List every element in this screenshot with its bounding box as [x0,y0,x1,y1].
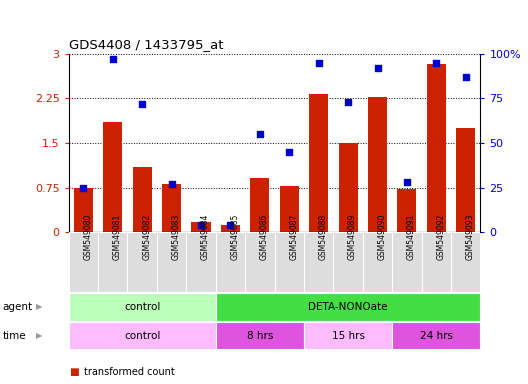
Text: GSM549081: GSM549081 [113,214,122,260]
Point [344,99,352,105]
FancyBboxPatch shape [451,232,480,292]
FancyBboxPatch shape [69,322,216,349]
FancyBboxPatch shape [186,232,216,292]
Text: GSM549087: GSM549087 [289,214,298,260]
Text: ▶: ▶ [36,331,42,340]
Bar [192,222,211,232]
Bar [250,177,269,232]
FancyBboxPatch shape [157,232,186,292]
Text: ■: ■ [69,367,78,377]
Point [197,222,205,228]
FancyBboxPatch shape [127,232,157,292]
FancyBboxPatch shape [216,232,245,292]
Text: GSM549093: GSM549093 [466,214,475,260]
Point [461,74,470,80]
Point [226,222,234,228]
Point [109,56,117,62]
FancyBboxPatch shape [333,232,363,292]
Bar [338,143,357,232]
Text: GSM549085: GSM549085 [230,214,239,260]
Point [403,179,411,185]
FancyBboxPatch shape [275,232,304,292]
FancyBboxPatch shape [304,232,333,292]
FancyBboxPatch shape [216,322,304,349]
Text: GDS4408 / 1433795_at: GDS4408 / 1433795_at [69,38,223,51]
Text: GSM549089: GSM549089 [348,214,357,260]
Point [138,101,146,107]
Text: 24 hrs: 24 hrs [420,331,453,341]
Bar [221,225,240,232]
Bar [427,65,446,232]
Text: GSM549080: GSM549080 [83,214,92,260]
Bar [74,188,93,232]
Text: GSM549083: GSM549083 [172,214,181,260]
FancyBboxPatch shape [98,232,127,292]
Bar [133,167,152,232]
Text: 8 hrs: 8 hrs [247,331,273,341]
Bar [398,189,417,232]
FancyBboxPatch shape [69,293,216,321]
FancyBboxPatch shape [392,322,480,349]
Point [315,60,323,66]
Text: transformed count: transformed count [84,367,175,377]
Point [167,181,176,187]
Text: GSM549091: GSM549091 [407,214,416,260]
FancyBboxPatch shape [392,232,422,292]
Text: GSM549082: GSM549082 [142,214,151,260]
Point [79,185,88,191]
FancyBboxPatch shape [245,232,275,292]
Bar [456,128,475,232]
Text: control: control [124,331,161,341]
FancyBboxPatch shape [422,232,451,292]
FancyBboxPatch shape [304,322,392,349]
Bar [162,184,181,232]
Text: DETA-NONOate: DETA-NONOate [308,302,388,312]
Text: GSM549090: GSM549090 [378,214,386,260]
Text: GSM549092: GSM549092 [436,214,445,260]
Point [373,65,382,71]
Text: 15 hrs: 15 hrs [332,331,365,341]
Text: GSM549086: GSM549086 [260,214,269,260]
Text: control: control [124,302,161,312]
Bar [103,122,122,232]
FancyBboxPatch shape [69,232,98,292]
Text: agent: agent [3,302,33,312]
Point [256,131,264,137]
FancyBboxPatch shape [363,232,392,292]
Text: GSM549084: GSM549084 [201,214,210,260]
Point [432,60,440,66]
Bar [309,94,328,232]
Text: GSM549088: GSM549088 [319,214,328,260]
FancyBboxPatch shape [216,293,480,321]
Text: time: time [3,331,26,341]
Bar [368,97,387,232]
Text: ▶: ▶ [36,302,42,311]
Point [285,149,294,155]
Bar [280,186,299,232]
